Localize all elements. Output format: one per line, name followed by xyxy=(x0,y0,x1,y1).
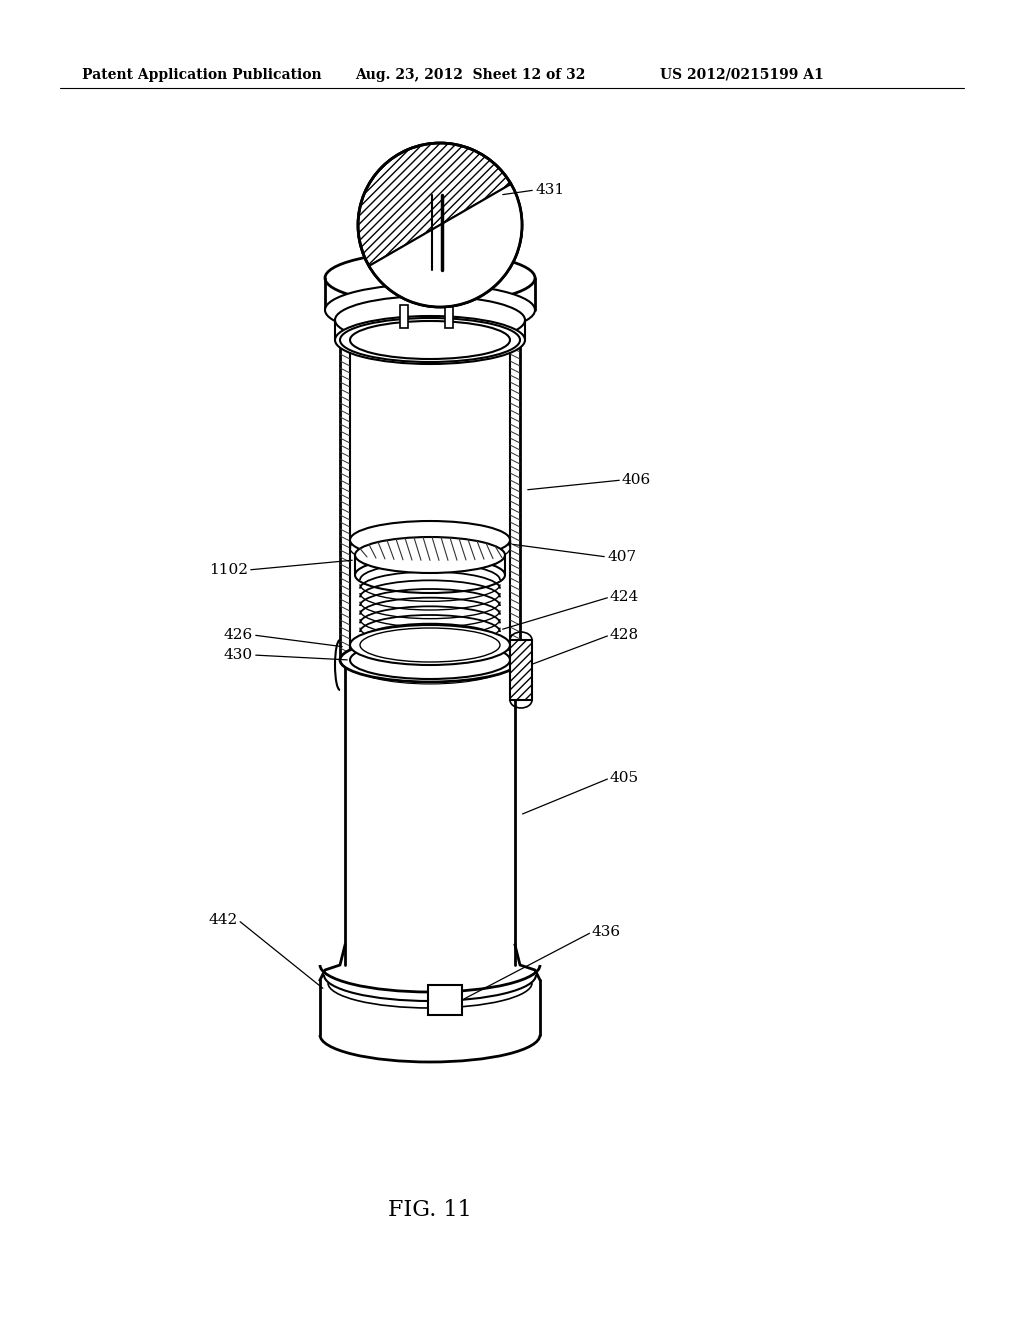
Text: US 2012/0215199 A1: US 2012/0215199 A1 xyxy=(660,69,823,82)
Polygon shape xyxy=(428,985,462,1015)
Ellipse shape xyxy=(340,638,520,682)
Ellipse shape xyxy=(350,521,510,558)
Text: 407: 407 xyxy=(607,550,636,564)
Ellipse shape xyxy=(325,252,535,304)
Ellipse shape xyxy=(350,642,510,678)
Ellipse shape xyxy=(325,284,535,337)
Text: 426: 426 xyxy=(224,628,253,642)
Ellipse shape xyxy=(350,321,510,359)
Text: 424: 424 xyxy=(610,590,639,605)
Ellipse shape xyxy=(360,628,500,663)
Ellipse shape xyxy=(353,645,507,684)
Polygon shape xyxy=(445,305,453,327)
Text: 436: 436 xyxy=(592,925,622,939)
Polygon shape xyxy=(400,305,408,327)
Ellipse shape xyxy=(355,537,505,573)
Text: Aug. 23, 2012  Sheet 12 of 32: Aug. 23, 2012 Sheet 12 of 32 xyxy=(355,69,586,82)
Ellipse shape xyxy=(350,624,510,665)
Text: 405: 405 xyxy=(610,771,639,785)
Ellipse shape xyxy=(355,557,505,593)
Ellipse shape xyxy=(335,296,525,345)
Ellipse shape xyxy=(350,638,510,677)
Polygon shape xyxy=(369,183,522,308)
Text: 428: 428 xyxy=(610,628,639,642)
Polygon shape xyxy=(510,640,532,700)
Text: 406: 406 xyxy=(622,473,651,487)
Text: 1102: 1102 xyxy=(209,564,248,577)
Ellipse shape xyxy=(335,315,525,364)
Polygon shape xyxy=(358,143,511,267)
Ellipse shape xyxy=(358,143,522,308)
Text: 431: 431 xyxy=(535,183,564,197)
Text: FIG. 11: FIG. 11 xyxy=(388,1199,472,1221)
Text: 430: 430 xyxy=(224,648,253,663)
Text: Patent Application Publication: Patent Application Publication xyxy=(82,69,322,82)
Text: 442: 442 xyxy=(209,913,238,927)
Ellipse shape xyxy=(340,318,520,362)
Ellipse shape xyxy=(350,529,510,568)
